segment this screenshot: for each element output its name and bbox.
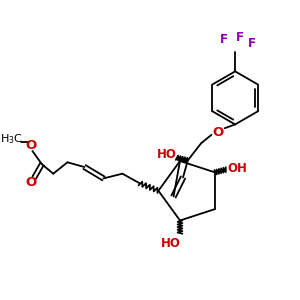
Text: HO: HO [157, 148, 177, 161]
Text: O: O [26, 139, 37, 152]
Text: F: F [248, 38, 256, 50]
Text: OH: OH [228, 162, 247, 175]
Text: H$_3$C: H$_3$C [0, 132, 23, 145]
Text: F: F [220, 33, 228, 46]
Text: HO: HO [160, 237, 181, 250]
Text: O: O [212, 125, 224, 139]
Text: F: F [236, 31, 244, 44]
Text: O: O [26, 176, 37, 189]
